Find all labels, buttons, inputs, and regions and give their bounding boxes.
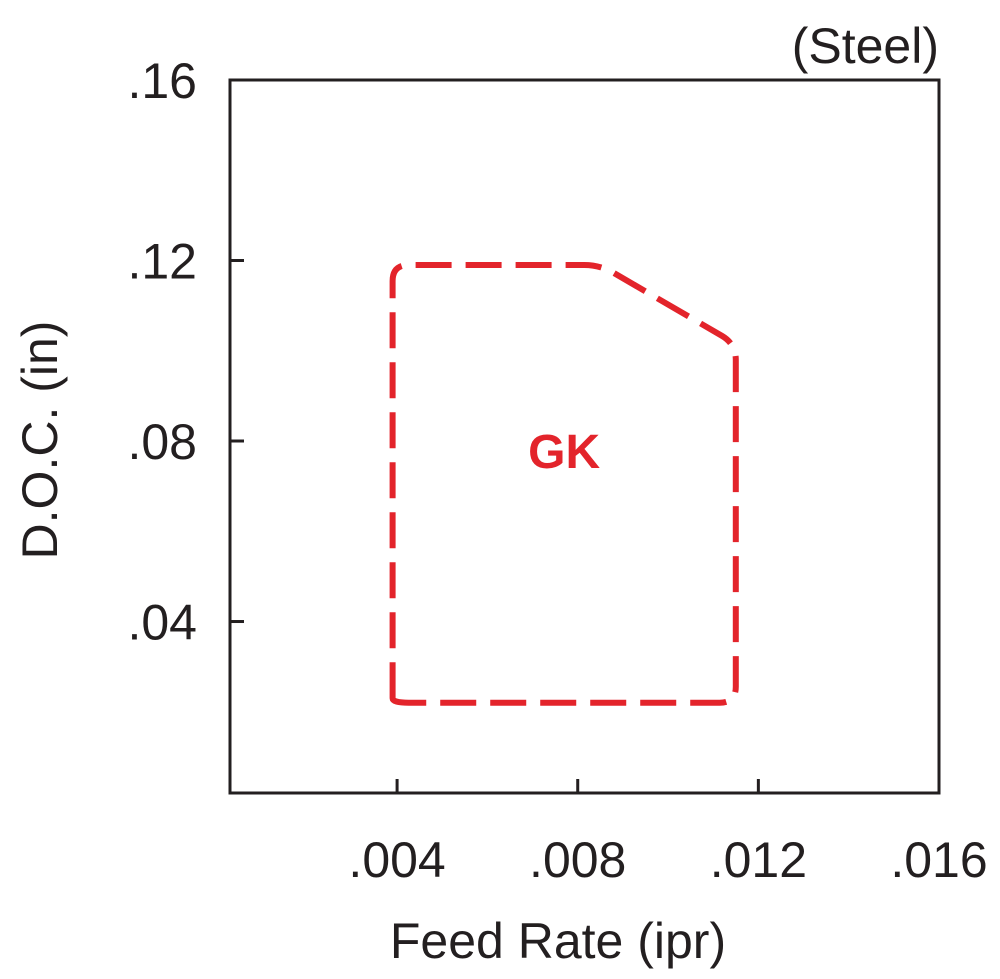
y-tick-label: .08	[127, 414, 197, 470]
x-tick-label: .012	[710, 832, 807, 888]
y-axis: .04 .08 .12 .16	[127, 53, 244, 651]
region-label-gk: GK	[528, 426, 600, 479]
y-axis-title: D.O.C. (in)	[12, 321, 68, 560]
region-boundary-gk	[389, 262, 739, 706]
plot-frame	[228, 78, 941, 795]
y-tick-label: .04	[127, 595, 197, 651]
corner-label: (Steel)	[792, 18, 939, 74]
x-tick-label: .004	[348, 832, 445, 888]
x-tick-label: .008	[529, 832, 626, 888]
y-tick-label: .12	[127, 234, 197, 290]
x-axis-title: Feed Rate (ipr)	[390, 913, 726, 969]
regions: GK	[389, 262, 739, 706]
x-tick-label: .016	[890, 832, 987, 888]
y-tick-label: .16	[127, 53, 197, 109]
x-axis: .004 .008 .012 .016	[348, 779, 988, 888]
